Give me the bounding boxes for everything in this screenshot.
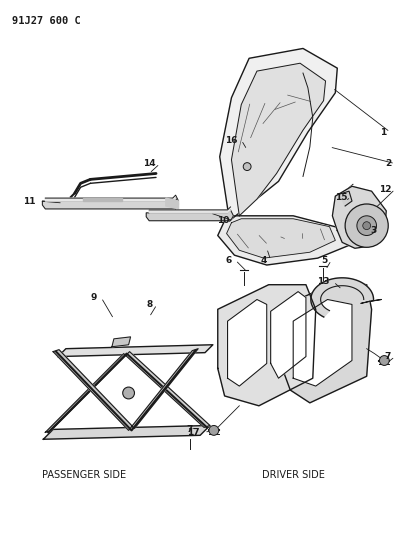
Polygon shape bbox=[58, 345, 213, 357]
Text: 1: 1 bbox=[380, 127, 386, 136]
Polygon shape bbox=[293, 300, 352, 386]
Text: PASSENGER SIDE: PASSENGER SIDE bbox=[42, 470, 126, 480]
Polygon shape bbox=[227, 219, 335, 258]
Text: 8: 8 bbox=[147, 300, 153, 309]
Polygon shape bbox=[112, 337, 131, 347]
Circle shape bbox=[357, 216, 377, 236]
Text: 10: 10 bbox=[217, 216, 229, 225]
Polygon shape bbox=[232, 63, 325, 216]
Text: 5: 5 bbox=[321, 256, 328, 264]
Polygon shape bbox=[271, 292, 306, 378]
Polygon shape bbox=[149, 210, 230, 213]
Circle shape bbox=[345, 204, 388, 247]
Text: 11: 11 bbox=[23, 197, 35, 206]
Polygon shape bbox=[220, 49, 337, 221]
Circle shape bbox=[209, 425, 219, 435]
Polygon shape bbox=[218, 216, 349, 265]
Text: 16: 16 bbox=[225, 135, 237, 144]
Polygon shape bbox=[166, 198, 178, 209]
Text: 9: 9 bbox=[91, 293, 97, 302]
Polygon shape bbox=[82, 198, 122, 201]
Text: 4: 4 bbox=[260, 256, 267, 264]
Text: 14: 14 bbox=[143, 159, 156, 168]
Polygon shape bbox=[281, 282, 372, 403]
Text: 91J27 600 C: 91J27 600 C bbox=[12, 16, 81, 26]
Polygon shape bbox=[227, 300, 267, 386]
Polygon shape bbox=[45, 352, 210, 432]
Polygon shape bbox=[42, 198, 178, 209]
Text: 7: 7 bbox=[186, 425, 192, 434]
Polygon shape bbox=[53, 349, 198, 430]
Polygon shape bbox=[43, 425, 210, 439]
Polygon shape bbox=[339, 191, 352, 206]
Text: 17: 17 bbox=[187, 428, 200, 437]
Polygon shape bbox=[45, 198, 176, 201]
Text: 12: 12 bbox=[379, 185, 391, 193]
Text: 6: 6 bbox=[225, 256, 232, 264]
Polygon shape bbox=[332, 186, 386, 248]
Text: 3: 3 bbox=[370, 226, 377, 235]
Polygon shape bbox=[361, 300, 382, 303]
Text: 7: 7 bbox=[385, 352, 391, 361]
Circle shape bbox=[363, 222, 371, 230]
Circle shape bbox=[379, 356, 389, 366]
Polygon shape bbox=[218, 285, 316, 406]
Polygon shape bbox=[311, 278, 374, 317]
Circle shape bbox=[123, 387, 134, 399]
Text: 13: 13 bbox=[317, 277, 330, 286]
Polygon shape bbox=[146, 210, 234, 221]
Text: 15: 15 bbox=[335, 192, 347, 201]
Circle shape bbox=[243, 163, 251, 171]
Text: DRIVER SIDE: DRIVER SIDE bbox=[262, 470, 325, 480]
Text: 2: 2 bbox=[385, 159, 391, 168]
